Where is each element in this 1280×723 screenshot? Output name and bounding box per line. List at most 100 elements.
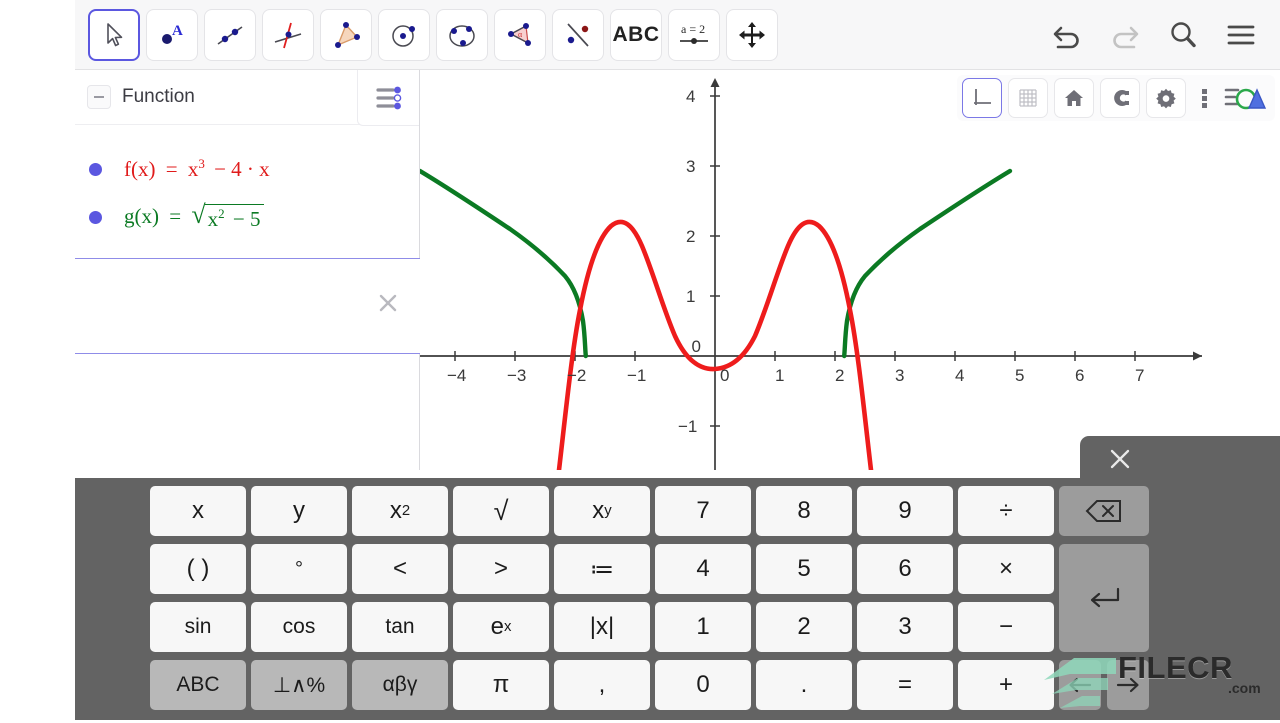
point-tool[interactable]: A (146, 8, 198, 61)
enter-return-icon (1090, 587, 1120, 608)
graphics-view[interactable]: 0 −4 −3 −2 −1 0 1 2 3 4 5 6 7 4 3 2 1 −1 (420, 70, 1280, 470)
key-8[interactable]: 8 (756, 486, 852, 536)
algebra-settings-button[interactable] (357, 70, 419, 126)
origin-label: 0 (692, 337, 701, 356)
conic-tool[interactable] (436, 8, 488, 61)
more-options-button[interactable] (1192, 78, 1218, 118)
angle-tool[interactable]: α (494, 8, 546, 61)
key-degree[interactable]: ° (251, 544, 347, 594)
key-1[interactable]: 1 (655, 602, 751, 652)
curve-f (556, 219, 874, 470)
main-toolbar: A α ABC a = 2 (75, 0, 1280, 70)
redo-button[interactable] (1099, 8, 1151, 61)
arrow-left-icon (1069, 677, 1092, 693)
slider-tool[interactable]: a = 2 (668, 8, 720, 61)
snap-to-grid-button[interactable] (1100, 78, 1140, 118)
algebra-panel: Function f(x) = x3 − 4 · x (75, 70, 420, 470)
key-6[interactable]: 6 (857, 544, 953, 594)
key-abc-layout[interactable]: ABC (150, 660, 246, 710)
text-tool[interactable]: ABC (610, 8, 662, 61)
key-sin[interactable]: sin (150, 602, 246, 652)
key-greater-than[interactable]: > (453, 544, 549, 594)
graph-canvas[interactable]: 0 (420, 70, 1280, 470)
key-multiply[interactable]: × (958, 544, 1054, 594)
key-7[interactable]: 7 (655, 486, 751, 536)
algebra-input-row[interactable] (75, 258, 420, 354)
x-tick-label--2: −2 (567, 366, 587, 385)
key-tan[interactable]: tan (352, 602, 448, 652)
key-pi[interactable]: π (453, 660, 549, 710)
x-tick-label--3: −3 (507, 366, 527, 385)
home-icon (1065, 90, 1083, 106)
key-arrow-left[interactable] (1059, 660, 1101, 710)
curve-g-right (842, 168, 1013, 359)
key-less-than[interactable]: < (352, 544, 448, 594)
algebra-item-g[interactable]: g(x) = √ x2 − 5 (75, 193, 419, 241)
home-view-button[interactable] (1054, 78, 1094, 118)
y-tick-label-3: 3 (686, 157, 696, 176)
key-greek-layout[interactable]: αβγ (352, 660, 448, 710)
pan-tool[interactable] (726, 8, 778, 61)
key-cos[interactable]: cos (251, 602, 347, 652)
axes-icon (974, 89, 991, 105)
key-decimal-point[interactable]: . (756, 660, 852, 710)
graphics-settings-button[interactable] (1146, 78, 1186, 118)
key-divide[interactable]: ÷ (958, 486, 1054, 536)
key-backspace[interactable] (1059, 486, 1149, 536)
key-assign[interactable]: ≔ (554, 544, 650, 594)
visibility-dot[interactable] (89, 162, 102, 176)
key-absolute[interactable]: |x| (554, 602, 650, 652)
key-x[interactable]: x (150, 486, 246, 536)
x-tick-label-1: 1 (775, 366, 785, 385)
y-tick-label-2: 2 (686, 227, 696, 246)
key-2[interactable]: 2 (756, 602, 852, 652)
graphics-view-toolbar (957, 75, 1275, 121)
g-equals: = (169, 204, 182, 228)
key-arrow-right[interactable] (1107, 660, 1149, 710)
visibility-dot[interactable] (89, 210, 102, 224)
circle-tool[interactable] (378, 8, 430, 61)
key-comma[interactable]: , (554, 660, 650, 710)
f-equals: = (165, 157, 178, 181)
text-tool-label: ABC (612, 22, 660, 46)
key-5[interactable]: 5 (756, 544, 852, 594)
show-grid-button[interactable] (1008, 78, 1048, 118)
key-9[interactable]: 9 (857, 486, 953, 536)
key-special-layout[interactable]: ⊥∧% (251, 660, 347, 710)
geogebra-logo-button[interactable] (1224, 78, 1270, 118)
minus-icon[interactable] (87, 85, 111, 109)
key-y[interactable]: y (251, 486, 347, 536)
key-equals[interactable]: = (857, 660, 953, 710)
move-tool[interactable] (88, 8, 140, 61)
x-tick-label-5: 5 (1015, 366, 1025, 385)
key-enter[interactable] (1059, 544, 1149, 652)
perpendicular-tool[interactable] (262, 8, 314, 61)
g-lhs: g(x) (124, 204, 159, 228)
undo-button[interactable] (1041, 8, 1093, 61)
algebra-item-f[interactable]: f(x) = x3 − 4 · x (75, 145, 419, 193)
reflect-tool[interactable] (552, 8, 604, 61)
line-tool[interactable] (204, 8, 256, 61)
y-axis-arrow (710, 78, 720, 87)
key-3[interactable]: 3 (857, 602, 953, 652)
key-sqrt[interactable]: √ (453, 486, 549, 536)
keyboard-close-button[interactable] (1080, 436, 1280, 480)
menu-button[interactable] (1215, 8, 1267, 61)
key-plus[interactable]: + (958, 660, 1054, 710)
key-4[interactable]: 4 (655, 544, 751, 594)
show-axes-button[interactable] (962, 78, 1002, 118)
close-x-icon (1110, 449, 1130, 469)
search-button[interactable] (1157, 8, 1209, 61)
polygon-tool[interactable] (320, 8, 372, 61)
key-minus[interactable]: − (958, 602, 1054, 652)
g-radicand-rest: − 5 (232, 207, 261, 231)
clear-input-button[interactable] (374, 289, 402, 317)
key-parentheses[interactable]: ( ) (150, 544, 246, 594)
geogebra-logo-icon (1224, 88, 1267, 110)
x-tick-label-3: 3 (895, 366, 905, 385)
key-0[interactable]: 0 (655, 660, 751, 710)
arrow-right-icon (1116, 677, 1139, 693)
